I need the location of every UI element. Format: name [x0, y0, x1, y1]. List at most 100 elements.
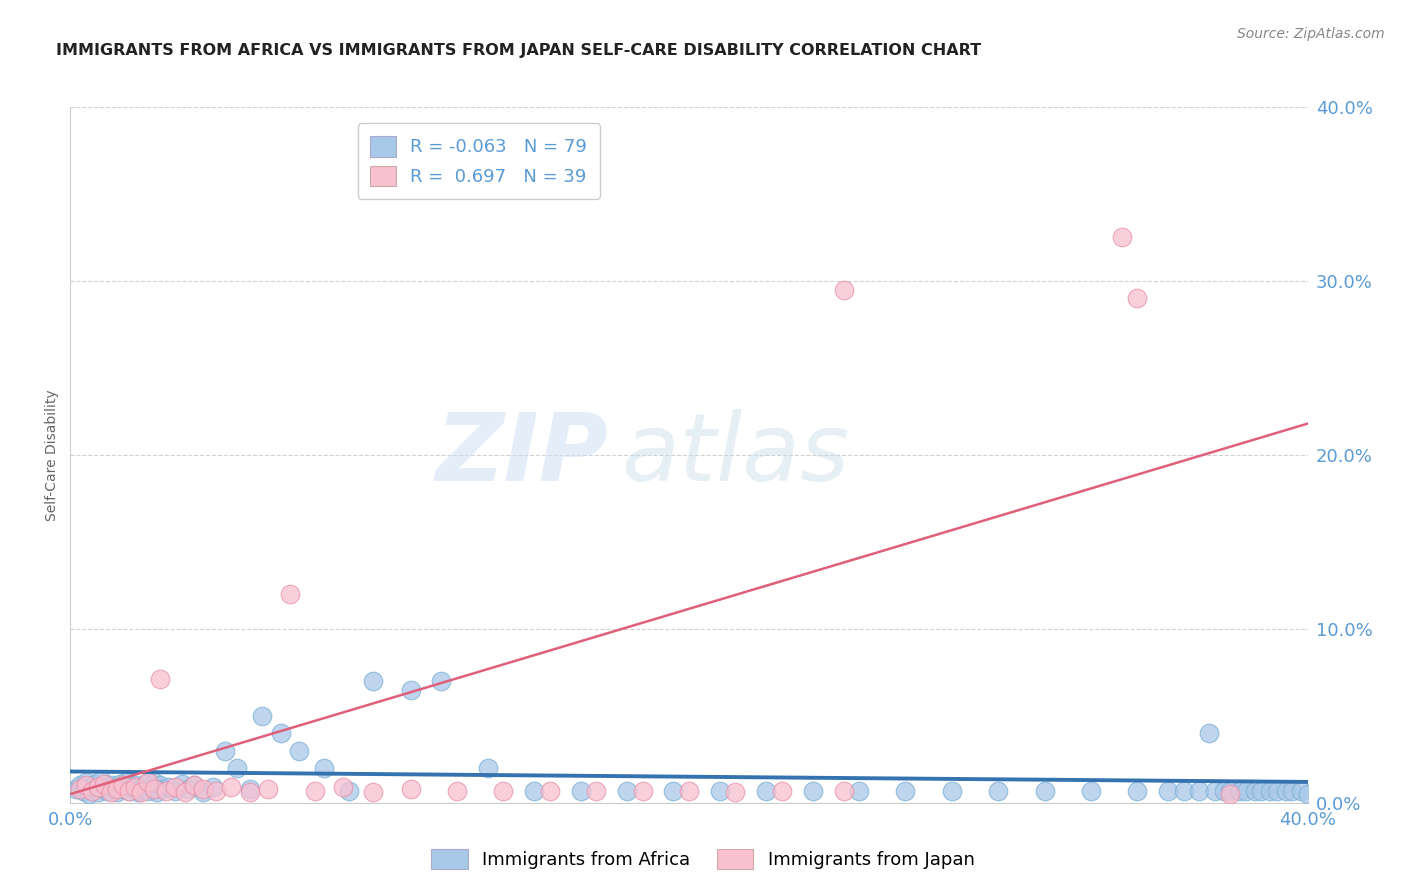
Point [201, 780, 224, 794]
Point [492, 783, 515, 797]
Point [127, 785, 149, 799]
Point [987, 783, 1010, 797]
Point [569, 783, 592, 797]
Point [69, 778, 91, 792]
Point [1188, 783, 1211, 797]
Point [173, 785, 195, 799]
Point [80, 783, 103, 797]
Point [87, 780, 110, 794]
Point [1219, 783, 1241, 797]
Point [136, 775, 159, 789]
Point [131, 781, 153, 796]
Point [832, 283, 855, 297]
Point [1080, 783, 1102, 797]
Point [193, 781, 215, 796]
Point [65, 781, 87, 796]
Point [93, 777, 115, 791]
Point [93, 781, 115, 796]
Point [523, 783, 546, 797]
Point [288, 744, 311, 758]
Point [446, 783, 468, 797]
Point [170, 777, 193, 791]
Point [1234, 783, 1257, 797]
Point [103, 780, 125, 794]
Point [87, 785, 110, 799]
Point [1033, 783, 1056, 797]
Point [332, 780, 354, 794]
Point [142, 775, 165, 789]
Point [139, 780, 162, 794]
Text: atlas: atlas [621, 409, 849, 500]
Point [678, 783, 700, 797]
Point [312, 761, 335, 775]
Point [662, 783, 685, 797]
Point [1157, 783, 1180, 797]
Point [72, 783, 94, 797]
Point [755, 783, 778, 797]
Point [146, 785, 169, 799]
Point [219, 780, 242, 794]
Point [80, 780, 103, 794]
Point [1173, 783, 1195, 797]
Point [585, 783, 607, 797]
Text: Source: ZipAtlas.com: Source: ZipAtlas.com [1237, 27, 1385, 41]
Point [270, 726, 292, 740]
Point [631, 783, 654, 797]
Point [1229, 783, 1251, 797]
Point [1111, 230, 1133, 244]
Point [239, 785, 262, 799]
Point [304, 783, 326, 797]
Point [177, 781, 200, 796]
Legend: Immigrants from Africa, Immigrants from Japan: Immigrants from Africa, Immigrants from … [422, 839, 984, 879]
Point [84, 777, 107, 791]
Point [105, 785, 128, 799]
Point [430, 674, 453, 689]
Y-axis label: Self-Care Disability: Self-Care Disability [45, 389, 59, 521]
Point [165, 783, 187, 797]
Point [239, 781, 262, 796]
Point [894, 783, 917, 797]
Point [75, 775, 97, 789]
Point [136, 783, 159, 797]
Text: IMMIGRANTS FROM AFRICA VS IMMIGRANTS FROM JAPAN SELF-CARE DISABILITY CORRELATION: IMMIGRANTS FROM AFRICA VS IMMIGRANTS FRO… [56, 43, 981, 58]
Point [399, 781, 422, 796]
Point [337, 783, 360, 797]
Point [121, 780, 143, 794]
Point [616, 783, 638, 797]
Point [1265, 783, 1288, 797]
Point [157, 780, 180, 794]
Point [193, 785, 215, 799]
Point [149, 778, 172, 792]
Point [124, 778, 146, 792]
Point [204, 783, 226, 797]
Point [152, 781, 174, 796]
Point [105, 781, 128, 796]
Point [724, 785, 747, 799]
Point [118, 783, 141, 797]
Point [1244, 783, 1267, 797]
Point [142, 781, 165, 796]
Point [1219, 787, 1241, 801]
Point [363, 674, 385, 689]
Point [848, 783, 870, 797]
Point [801, 783, 824, 797]
Point [832, 783, 855, 797]
Point [399, 682, 422, 697]
Point [124, 780, 146, 794]
Point [69, 781, 91, 796]
Point [1260, 783, 1282, 797]
Point [77, 787, 100, 801]
Point [90, 773, 112, 788]
Point [1275, 783, 1298, 797]
Legend: R = -0.063   N = 79, R =  0.697   N = 39: R = -0.063 N = 79, R = 0.697 N = 39 [357, 123, 599, 199]
Point [1126, 291, 1149, 305]
Point [75, 778, 97, 792]
Point [118, 783, 141, 797]
Point [115, 775, 138, 789]
Point [1281, 783, 1303, 797]
Point [134, 777, 156, 791]
Point [1291, 783, 1313, 797]
Point [1126, 783, 1149, 797]
Point [100, 785, 122, 799]
Point [363, 785, 385, 799]
